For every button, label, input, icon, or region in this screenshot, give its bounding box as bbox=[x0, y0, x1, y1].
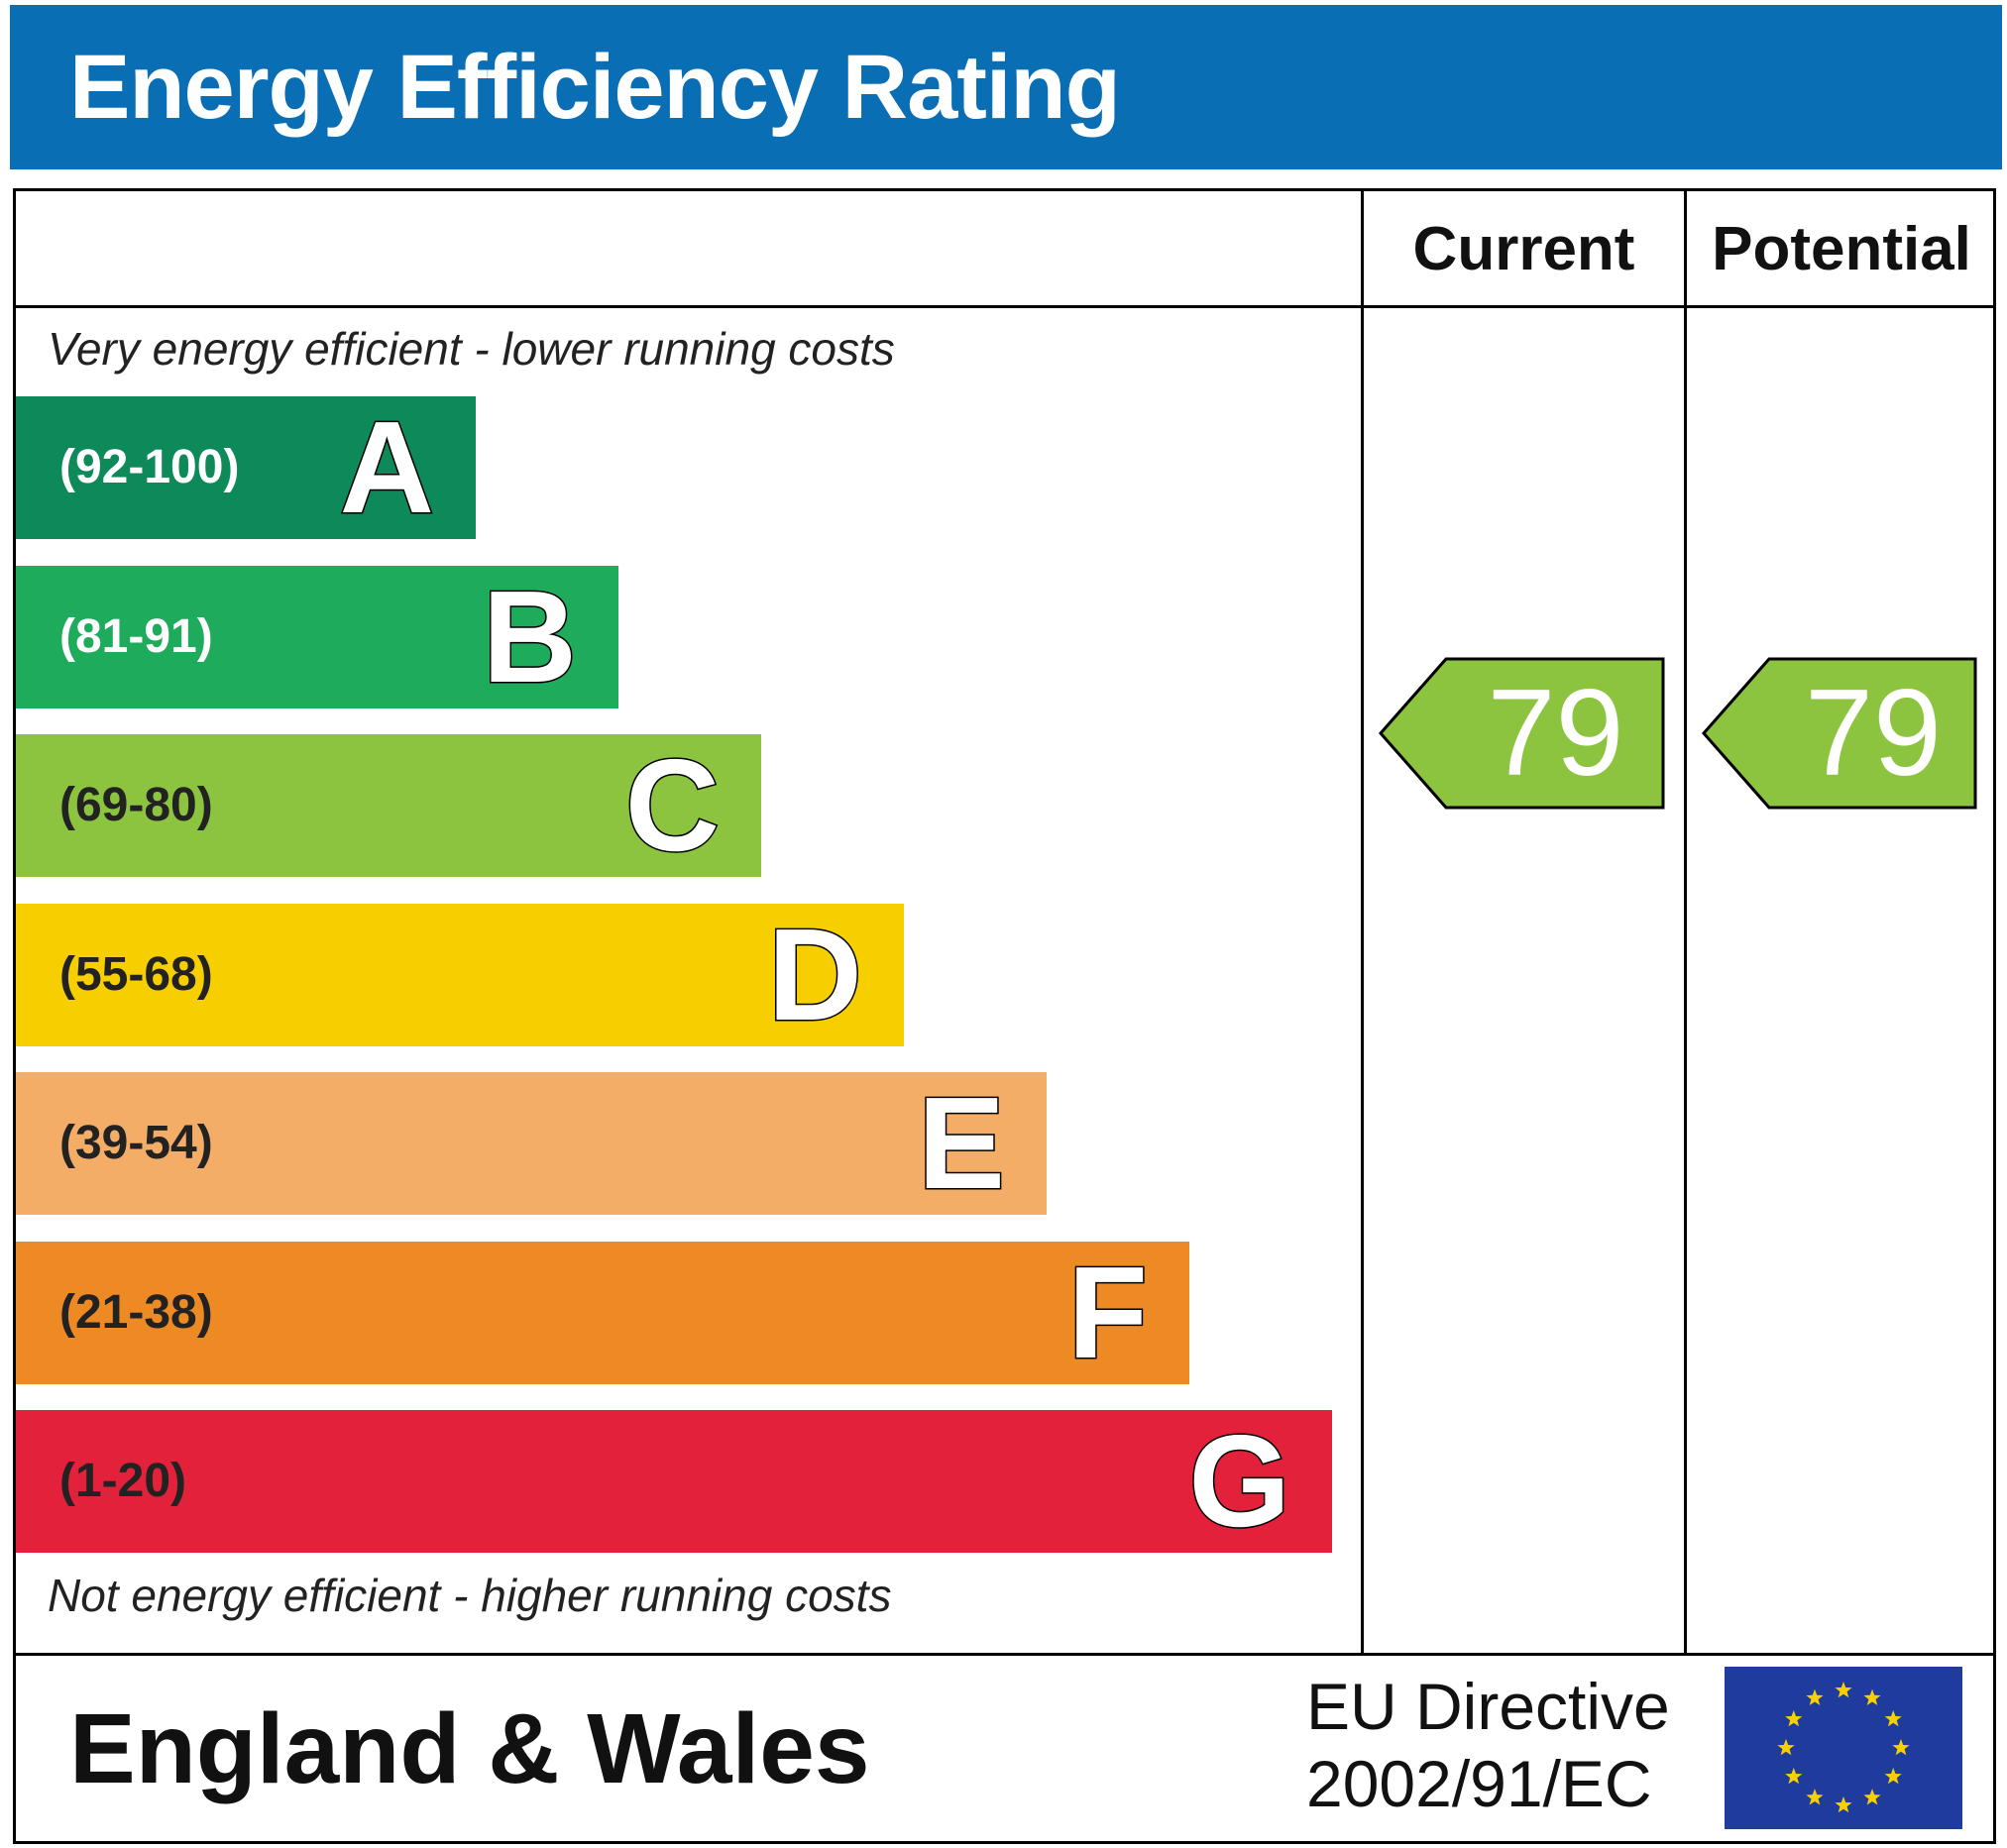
header-bar: Energy Efficiency Rating bbox=[10, 5, 2002, 169]
band-letter: C bbox=[623, 732, 721, 878]
band-letter: A bbox=[338, 394, 435, 540]
eu-flag-star bbox=[1892, 1739, 1910, 1756]
chart-title: Energy Efficiency Rating bbox=[69, 37, 1121, 138]
current-rating-arrow: 79 bbox=[1379, 657, 1665, 810]
directive-line-2: 2002/91/EC bbox=[1306, 1747, 1652, 1820]
band-e: (39-54) E bbox=[16, 1070, 1047, 1216]
band-d: (55-68) D bbox=[16, 902, 904, 1047]
band-range-label: (1-20) bbox=[59, 1455, 187, 1507]
current-column-divider bbox=[1361, 188, 1364, 1655]
bottom-note: Not energy efficient - higher running co… bbox=[48, 1570, 892, 1621]
band-letter: B bbox=[481, 564, 578, 709]
header-row-divider bbox=[13, 305, 1996, 308]
band-g: (1-20) G bbox=[16, 1408, 1332, 1554]
footer-row-divider bbox=[13, 1653, 1996, 1656]
band-letter: F bbox=[1066, 1240, 1150, 1385]
eu-flag-star bbox=[1884, 1768, 1902, 1785]
eu-flag-star bbox=[1806, 1789, 1824, 1805]
potential-column-header: Potential bbox=[1712, 215, 1971, 283]
eu-flag-star bbox=[1863, 1688, 1881, 1706]
band-f: (21-38) F bbox=[16, 1240, 1189, 1385]
eu-flag-star bbox=[1835, 1682, 1852, 1698]
band-range-label: (21-38) bbox=[59, 1286, 213, 1339]
eu-flag-star bbox=[1806, 1688, 1824, 1706]
chart-frame bbox=[13, 188, 1996, 1844]
band-range-label: (69-80) bbox=[59, 779, 213, 831]
region-label: England & Wales bbox=[69, 1693, 870, 1804]
current-rating-value: 79 bbox=[1487, 665, 1624, 802]
band-range-label: (92-100) bbox=[59, 441, 240, 493]
potential-arrow-shape bbox=[1702, 657, 1977, 810]
potential-rating-value: 79 bbox=[1805, 665, 1942, 802]
potential-column-divider bbox=[1684, 188, 1687, 1655]
top-note: Very energy efficient - lower running co… bbox=[48, 323, 895, 375]
eu-flag-star bbox=[1863, 1789, 1881, 1805]
band-letter: D bbox=[766, 902, 863, 1047]
eu-flag-star bbox=[1835, 1796, 1852, 1813]
band-a: (92-100) A bbox=[16, 394, 476, 540]
current-arrow-polygon bbox=[1379, 657, 1665, 810]
current-column-header: Current bbox=[1412, 215, 1635, 283]
eu-flag-star bbox=[1785, 1710, 1803, 1727]
band-range-label: (81-91) bbox=[59, 610, 213, 663]
directive-line-1: EU Directive bbox=[1306, 1670, 1670, 1743]
band-letter: G bbox=[1187, 1408, 1292, 1554]
band-b: (81-91) B bbox=[16, 564, 618, 709]
potential-rating-arrow: 79 bbox=[1702, 657, 1977, 810]
band-range-label: (39-54) bbox=[59, 1117, 213, 1169]
band-letter: E bbox=[916, 1070, 1006, 1216]
eu-flag-star bbox=[1884, 1710, 1902, 1727]
eu-flag-star bbox=[1785, 1768, 1803, 1785]
band-c: (69-80) C bbox=[16, 732, 761, 878]
potential-arrow-polygon bbox=[1702, 657, 1977, 810]
eu-flag-icon bbox=[1725, 1667, 1962, 1829]
eu-flag-star bbox=[1777, 1739, 1795, 1756]
current-arrow-shape bbox=[1379, 657, 1665, 810]
band-range-label: (55-68) bbox=[59, 948, 213, 1001]
